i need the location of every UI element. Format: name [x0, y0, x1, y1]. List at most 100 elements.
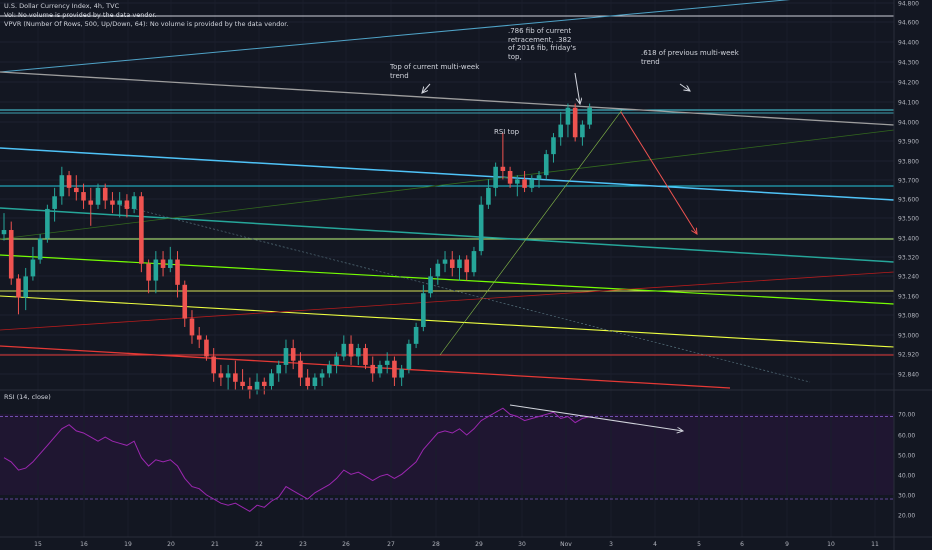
price-tick-label: 93.160 [898, 294, 919, 301]
candle-body [363, 348, 368, 365]
time-tick-label: Nov [560, 541, 572, 548]
candle-body [283, 348, 289, 365]
candle-body [543, 154, 549, 176]
price-tick-label: 93.700 [898, 178, 919, 185]
candle-body [110, 200, 115, 205]
price-tick-label: 93.900 [898, 139, 919, 146]
vpvr-legend: VPVR (Number Of Rows, 500, Up/Down, 64):… [4, 20, 289, 28]
candle-body [515, 179, 520, 184]
time-tick-label: 5 [697, 541, 701, 548]
candle-body [139, 196, 144, 264]
candle-body [435, 263, 441, 277]
candle-body [529, 179, 535, 188]
trend-line-darkred [0, 271, 895, 331]
candle-body [254, 381, 260, 391]
candle-body [341, 343, 347, 357]
time-tick-label: 11 [871, 541, 879, 548]
candle-body [355, 348, 361, 357]
arrow-fib618 [679, 83, 690, 91]
time-tick-label: 28 [432, 541, 440, 548]
price-tick-label: 94.100 [898, 100, 919, 107]
time-tick-label: 19 [124, 541, 132, 548]
candle-body [59, 175, 65, 197]
candle-body [486, 187, 491, 205]
trend-line-teal [0, 207, 895, 263]
candle-body [413, 326, 419, 344]
trend-line-darkgreen [0, 129, 895, 240]
candle-body [572, 107, 578, 138]
price-tick-label: 93.400 [898, 236, 919, 243]
candle-body [399, 369, 404, 378]
time-tick-label: 10 [827, 541, 835, 548]
time-tick-label: 30 [518, 541, 526, 548]
candle-body [319, 373, 325, 378]
candle-body [327, 364, 332, 374]
trend-line-blue-upper [0, 0, 791, 73]
candle-body [305, 377, 310, 386]
price-axis: 94.800 94.600 94.400 94.300 94.200 94.100 94.0… [898, 1, 919, 520]
candle-body [167, 259, 173, 268]
arrow-projection [620, 111, 697, 234]
rsi-tick-label: 20.00 [898, 513, 915, 520]
time-tick-label: 21 [211, 541, 219, 548]
candle-body [392, 360, 397, 378]
candle-body [406, 343, 412, 370]
rsi-line [3, 407, 590, 513]
rsi-tick-label: 30.00 [898, 493, 915, 500]
annotation-fib786: .786 fib of current retracement, .382 of… [508, 27, 577, 61]
rsi-tick-label: 60.00 [898, 433, 915, 440]
candle-body [153, 259, 159, 281]
price-tick-label: 94.300 [898, 60, 919, 67]
candle-body [233, 373, 238, 382]
price-tick-label: 93.800 [898, 159, 919, 166]
grid [0, 2, 894, 375]
candle-body [102, 187, 108, 201]
arrow-top-trend [422, 83, 431, 93]
trend-line-cyan [0, 147, 895, 201]
volume-legend: Vol: No volume is provided by the data v… [4, 11, 157, 19]
candle-body [558, 124, 564, 138]
arrow-rsi-divergence [509, 404, 683, 431]
candle-body [52, 196, 57, 209]
candle-body [81, 192, 86, 201]
candle-body [23, 276, 28, 298]
candle-body [37, 238, 43, 260]
candle-body [45, 208, 50, 239]
candle-body [493, 166, 498, 188]
annotation-rsi-top: RSI top [494, 128, 520, 136]
candle-body [16, 278, 21, 298]
candle-body [204, 339, 209, 357]
arrow-fib786 [574, 72, 580, 104]
candle-body [587, 107, 592, 125]
candle-body [471, 251, 477, 273]
price-tick-label: 92.840 [898, 372, 919, 379]
price-tick-label: 94.400 [898, 40, 919, 47]
candle-body [290, 348, 296, 361]
candle-body [478, 204, 484, 252]
candle-body [124, 200, 130, 209]
candle-body [298, 360, 303, 378]
candle-body [428, 276, 433, 294]
candle-body [225, 373, 231, 378]
time-tick-label: 22 [255, 541, 263, 548]
candle-body [580, 124, 585, 138]
time-tick-label: 4 [653, 541, 657, 548]
dotted-trend-line [119, 204, 811, 383]
candle-body [146, 263, 151, 281]
time-tick-label: 16 [80, 541, 88, 548]
price-tick-label: 93.500 [898, 216, 919, 223]
candle-body [384, 360, 390, 365]
candle-body [276, 364, 282, 374]
time-tick-label: 3 [609, 541, 613, 548]
time-tick-label: 9 [785, 541, 789, 548]
candle-body [196, 335, 202, 340]
candle-body [565, 107, 571, 125]
time-axis: 15 16 19 20 21 22 23 26 27 28 29 30 Nov 3 4 5 6 9 10 11 [34, 541, 879, 548]
rsi-band [0, 414, 894, 495]
candle-body [218, 373, 224, 378]
candle-body [370, 364, 376, 374]
candle-body [74, 187, 79, 193]
time-tick-label: 26 [342, 541, 350, 548]
retracement-diagonal [439, 109, 623, 356]
candle-body [536, 175, 542, 180]
